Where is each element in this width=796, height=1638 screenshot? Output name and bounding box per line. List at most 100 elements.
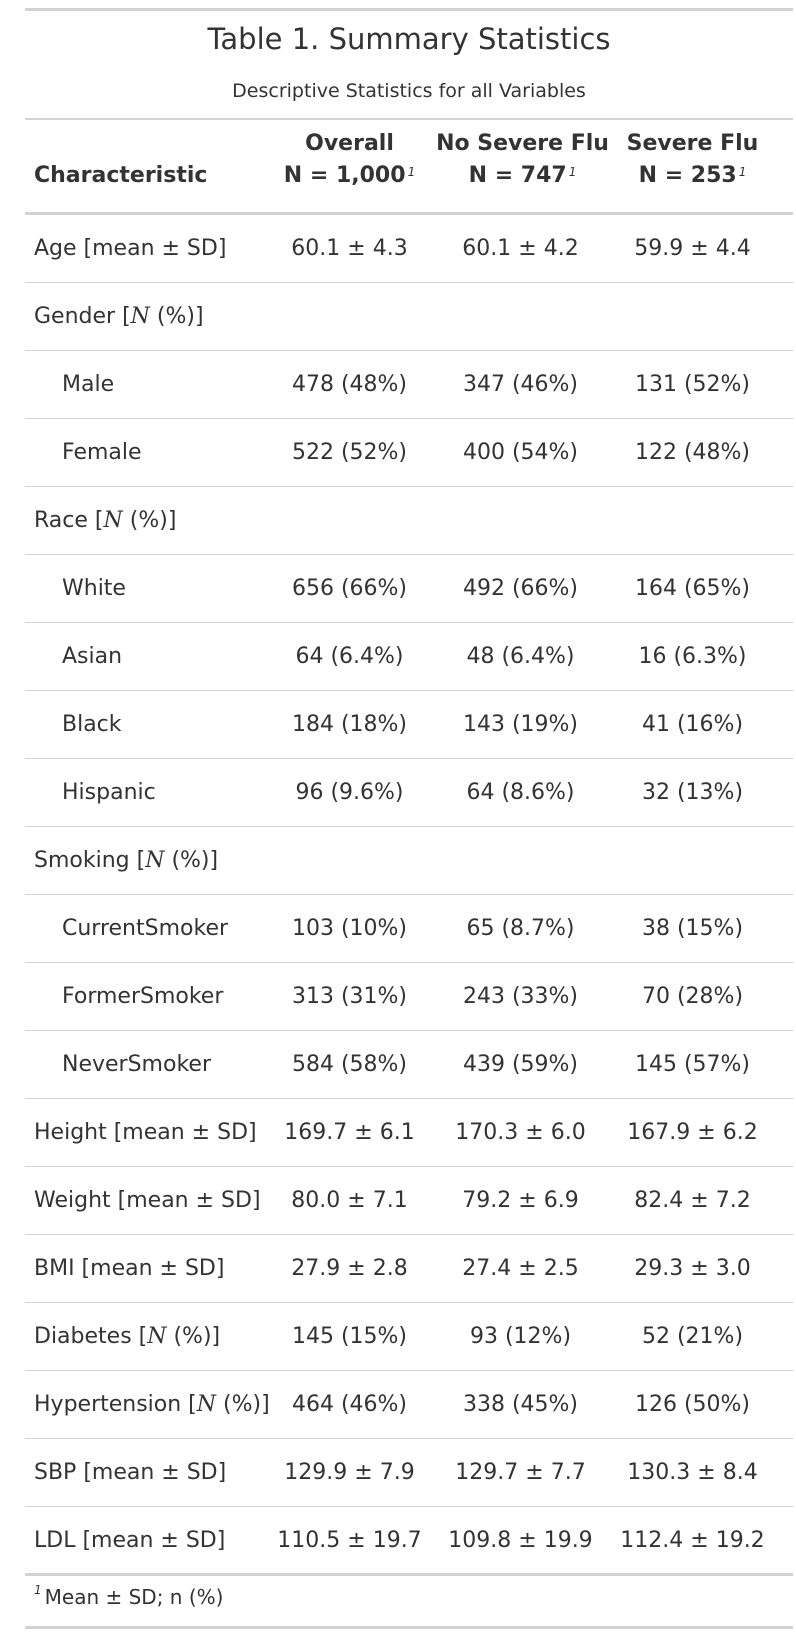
value-severe-flu: 130.3 ± 8.4 (627, 1460, 758, 1485)
value-no-severe-flu: 492 (66%) (462, 576, 579, 601)
title-divider (25, 118, 793, 120)
value-overall: 64 (6.4%) (295, 644, 404, 669)
footnote-marker: 1 (568, 165, 577, 179)
value-severe-flu (615, 827, 770, 894)
table-row: Female 522 (52%) 400 (54%) 122 (48%) (25, 419, 793, 487)
table-row: Black 184 (18%) 143 (19%) 41 (16%) (25, 691, 793, 759)
row-label: Race [N (%)] (34, 508, 177, 533)
header-severe-flu: Severe Flu N = 253 1 (615, 128, 770, 192)
footnote-mark: 1 (34, 1583, 42, 1597)
footnote-marker: 1 (407, 165, 416, 179)
value-severe-flu: 38 (15%) (641, 916, 744, 941)
value-severe-flu: 29.3 ± 3.0 (634, 1256, 751, 1281)
value-overall: 313 (31%) (291, 984, 408, 1009)
value-severe-flu: 82.4 ± 7.2 (634, 1188, 751, 1213)
value-no-severe-flu: 48 (6.4%) (466, 644, 575, 669)
value-overall: 145 (15%) (291, 1324, 408, 1349)
header-no-severe-flu-name: No Severe Flu (436, 131, 609, 156)
header-severe-flu-name: Severe Flu (626, 131, 759, 156)
row-label: Male (62, 372, 115, 397)
value-severe-flu: 126 (50%) (634, 1392, 751, 1417)
header-overall-n-line: N = 1,000 1 (272, 160, 427, 192)
row-label: LDL [mean ± SD] (34, 1528, 226, 1553)
value-severe-flu: 145 (57%) (634, 1052, 751, 1077)
table-row: CurrentSmoker 103 (10%) 65 (8.7%) 38 (15%) (25, 895, 793, 963)
value-no-severe-flu: 400 (54%) (462, 440, 579, 465)
value-severe-flu: 59.9 ± 4.4 (634, 236, 751, 261)
value-no-severe-flu: 93 (12%) (469, 1324, 572, 1349)
table-row: Weight [mean ± SD] 80.0 ± 7.1 79.2 ± 6.9 82… (25, 1167, 793, 1235)
table-top-rule (25, 8, 793, 11)
table-row: SBP [mean ± SD] 129.9 ± 7.9 129.7 ± 7.7 130… (25, 1439, 793, 1507)
table-row: Hypertension [N (%)] 464 (46%) 338 (45%) 12… (25, 1371, 793, 1439)
table-row: White 656 (66%) 492 (66%) 164 (65%) (25, 555, 793, 623)
value-overall: 522 (52%) (291, 440, 408, 465)
row-label: Hypertension [N (%)] (34, 1392, 270, 1417)
header-severe-flu-n-line: N = 253 1 (615, 160, 770, 192)
row-label: CurrentSmoker (62, 916, 229, 941)
value-no-severe-flu: 347 (46%) (462, 372, 579, 397)
table-subtitle: Descriptive Statistics for all Variables (232, 80, 586, 102)
value-no-severe-flu: 109.8 ± 19.9 (448, 1528, 593, 1553)
value-no-severe-flu (443, 283, 598, 350)
header-divider (25, 212, 793, 215)
value-no-severe-flu: 65 (8.7%) (466, 916, 575, 941)
value-no-severe-flu: 27.4 ± 2.5 (462, 1256, 579, 1281)
row-label: Black (62, 712, 122, 737)
value-overall: 169.7 ± 6.1 (284, 1120, 415, 1145)
footer-divider (25, 1573, 793, 1576)
value-no-severe-flu: 60.1 ± 4.2 (462, 236, 579, 261)
table-bottom-rule (25, 1626, 793, 1629)
table-row: LDL [mean ± SD] 110.5 ± 19.7 109.8 ± 19.9 1… (25, 1507, 793, 1574)
row-label: Gender [N (%)] (34, 304, 204, 329)
value-overall: 464 (46%) (291, 1392, 408, 1417)
row-label: BMI [mean ± SD] (34, 1256, 225, 1281)
value-no-severe-flu: 143 (19%) (462, 712, 579, 737)
row-label: Diabetes [N (%)] (34, 1324, 221, 1349)
value-overall (272, 487, 427, 554)
row-label: FormerSmoker (62, 984, 224, 1009)
table-row: NeverSmoker 584 (58%) 439 (59%) 145 (57%) (25, 1031, 793, 1099)
header-severe-flu-n: N = 253 (638, 163, 737, 188)
table-row: Race [N (%)] (25, 487, 793, 555)
row-label: Height [mean ± SD] (34, 1120, 257, 1145)
value-no-severe-flu: 64 (8.6%) (466, 780, 575, 805)
value-severe-flu: 16 (6.3%) (638, 644, 747, 669)
table-title: Table 1. Summary Statistics (207, 22, 611, 56)
value-severe-flu: 70 (28%) (641, 984, 744, 1009)
header-no-severe-flu: No Severe Flu N = 747 1 (430, 128, 615, 192)
row-label: Female (62, 440, 142, 465)
row-label: Weight [mean ± SD] (34, 1188, 261, 1213)
value-overall: 96 (9.6%) (295, 780, 404, 805)
value-no-severe-flu: 79.2 ± 6.9 (462, 1188, 579, 1213)
value-severe-flu: 164 (65%) (634, 576, 751, 601)
table-row: Age [mean ± SD] 60.1 ± 4.3 60.1 ± 4.2 59.9 … (25, 215, 793, 283)
value-severe-flu: 167.9 ± 6.2 (627, 1120, 758, 1145)
value-no-severe-flu: 338 (45%) (462, 1392, 579, 1417)
row-label: Asian (62, 644, 123, 669)
row-label: Hispanic (62, 780, 156, 805)
table-row: Diabetes [N (%)] 145 (15%) 93 (12%) 52 (21%… (25, 1303, 793, 1371)
value-no-severe-flu: 129.7 ± 7.7 (455, 1460, 586, 1485)
value-no-severe-flu: 243 (33%) (462, 984, 579, 1009)
value-severe-flu: 131 (52%) (634, 372, 751, 397)
row-label: Age [mean ± SD] (34, 236, 227, 261)
row-label: NeverSmoker (62, 1052, 211, 1077)
table-header: Characteristic Overall N = 1,000 1 No Sev… (25, 120, 793, 212)
table-row: Gender [N (%)] (25, 283, 793, 351)
value-no-severe-flu: 170.3 ± 6.0 (455, 1120, 586, 1145)
table-row: Hispanic 96 (9.6%) 64 (8.6%) 32 (13%) (25, 759, 793, 827)
value-overall (272, 283, 427, 350)
value-no-severe-flu: 439 (59%) (462, 1052, 579, 1077)
header-no-severe-flu-n-line: N = 747 1 (430, 160, 615, 192)
value-overall: 110.5 ± 19.7 (277, 1528, 422, 1553)
table-row: BMI [mean ± SD] 27.9 ± 2.8 27.4 ± 2.5 29.3 … (25, 1235, 793, 1303)
header-overall-n: N = 1,000 (283, 163, 406, 188)
value-overall: 80.0 ± 7.1 (291, 1188, 408, 1213)
table-row: Male 478 (48%) 347 (46%) 131 (52%) (25, 351, 793, 419)
table-row: FormerSmoker 313 (31%) 243 (33%) 70 (28%) (25, 963, 793, 1031)
value-overall: 60.1 ± 4.3 (291, 236, 408, 261)
value-overall: 129.9 ± 7.9 (284, 1460, 415, 1485)
header-characteristic: Characteristic (34, 163, 208, 188)
footnote-marker: 1 (738, 165, 747, 179)
